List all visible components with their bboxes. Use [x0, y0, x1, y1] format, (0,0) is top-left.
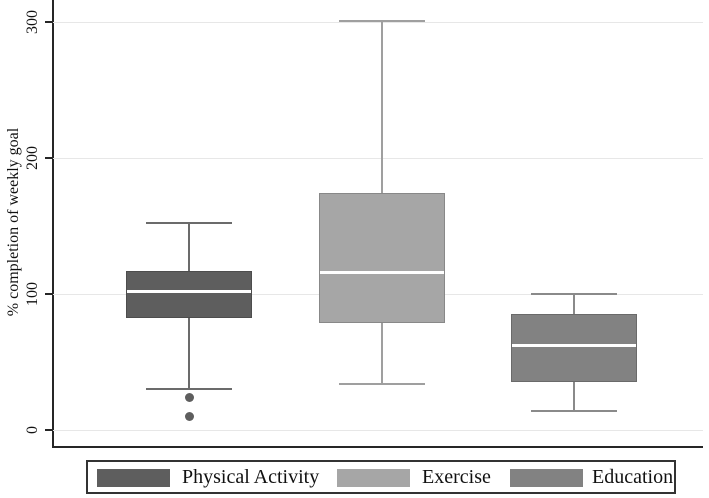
box [511, 314, 637, 383]
tick-label-300: 300 [24, 10, 41, 34]
gridline-300 [53, 21, 703, 23]
lower-whisker [381, 322, 383, 384]
lower-whisker-cap [531, 409, 617, 412]
legend-label-education: Education [592, 466, 674, 488]
box [319, 193, 445, 323]
outlier-point [184, 411, 194, 421]
median-line [127, 289, 251, 293]
outlier-point [184, 392, 194, 402]
legend-swatch-exercise [337, 469, 410, 487]
tick-mark-300 [45, 21, 53, 23]
lower-whisker-cap [339, 382, 425, 385]
legend-label-physical-activity: Physical Activity [182, 466, 320, 488]
y-axis-line [52, 0, 54, 447]
x-axis-line [52, 446, 703, 448]
box [126, 270, 252, 319]
upper-whisker [381, 20, 383, 194]
gridline-200 [53, 157, 703, 159]
legend-swatch-physical-activity [97, 469, 170, 487]
tick-label-0: 0 [24, 426, 41, 434]
upper-whisker-cap [531, 293, 617, 295]
upper-whisker [188, 223, 190, 271]
lower-whisker [573, 382, 575, 411]
legend: Physical Activity Exercise Education [86, 460, 676, 494]
lower-whisker [188, 318, 190, 390]
tick-mark-100 [45, 293, 53, 295]
upper-whisker [573, 294, 575, 315]
tick-label-100: 100 [24, 282, 41, 306]
y-axis-label: % completion of weekly goal [5, 127, 22, 317]
tick-label-200: 200 [24, 146, 41, 170]
tick-mark-0 [45, 429, 53, 431]
median-line [512, 344, 636, 348]
legend-label-exercise: Exercise [422, 466, 491, 488]
legend-swatch-education [510, 469, 583, 487]
upper-whisker-cap [146, 222, 232, 225]
median-line [320, 270, 444, 274]
tick-mark-200 [45, 157, 53, 159]
lower-whisker-cap [146, 388, 232, 391]
upper-whisker-cap [339, 19, 425, 22]
gridline-0 [53, 429, 703, 431]
